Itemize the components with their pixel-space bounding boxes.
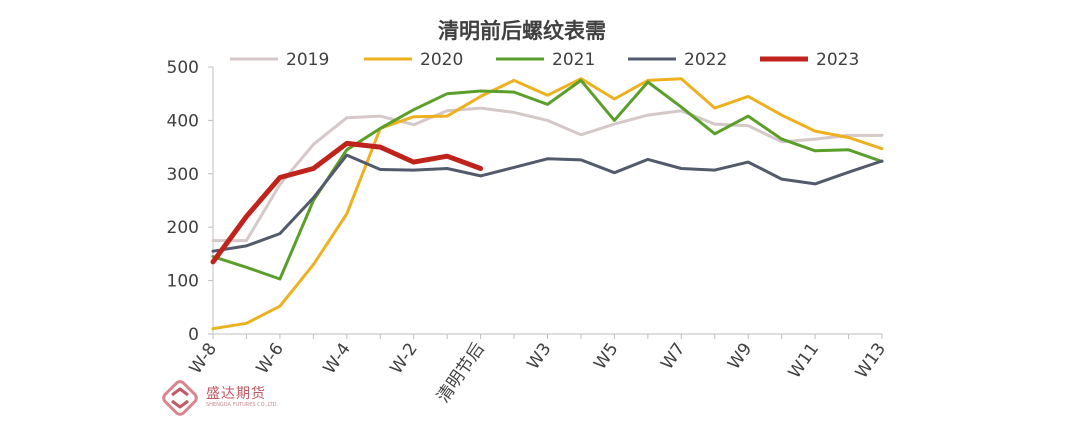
- y-tick-label: 400: [167, 111, 199, 131]
- company-logo: 盛达期货 SHENGDA FUTURES CO.,LTD.: [162, 380, 302, 416]
- logo-icon: [162, 380, 198, 416]
- y-tick-label: 0: [188, 325, 199, 345]
- legend-label-2021: 2021: [552, 50, 595, 70]
- y-tick-label: 500: [167, 58, 199, 78]
- series-layer: [210, 77, 884, 331]
- x-tick-label: W3: [523, 339, 555, 373]
- logo-brand: 盛达期货: [206, 386, 266, 402]
- legend-label-2019: 2019: [286, 50, 329, 70]
- legend-label-2020: 2020: [420, 50, 463, 70]
- y-axis: 0 100 200 300 400 500: [167, 58, 214, 345]
- chart-title: 清明前后螺纹表需: [438, 19, 606, 43]
- x-tick-label: W11: [785, 339, 823, 382]
- y-tick-label: 100: [167, 272, 199, 292]
- legend: 2019 2020 2021 2022 2023: [230, 50, 859, 70]
- x-tick-label: 清明节后: [433, 339, 488, 406]
- y-tick-label: 300: [167, 165, 199, 185]
- y-tick-label: 200: [167, 218, 199, 238]
- series-line-2022: [211, 153, 884, 253]
- series-line-2019: [211, 106, 884, 243]
- x-tick-label: W-4: [320, 339, 355, 378]
- x-tick-label: W5: [590, 339, 622, 373]
- x-tick-label: W9: [724, 339, 756, 373]
- x-tick-label: W-6: [253, 339, 288, 378]
- series-line-2020: [211, 77, 884, 331]
- x-tick-label: W7: [657, 339, 689, 373]
- legend-label-2023: 2023: [816, 50, 859, 70]
- x-tick-label: W-2: [386, 339, 421, 378]
- series-line-2023: [210, 140, 484, 265]
- legend-label-2022: 2022: [684, 50, 727, 70]
- x-tick-label: W13: [852, 339, 890, 382]
- logo-subtitle: SHENGDA FUTURES CO.,LTD.: [206, 402, 279, 408]
- x-tick-label: W-8: [186, 339, 221, 378]
